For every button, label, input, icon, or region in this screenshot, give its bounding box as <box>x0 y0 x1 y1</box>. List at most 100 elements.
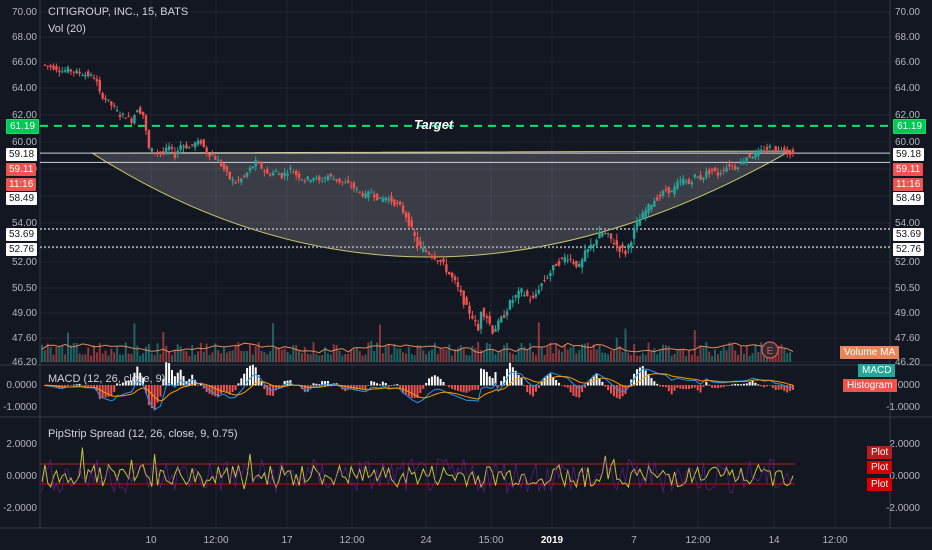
volume-bar <box>222 346 225 362</box>
candle <box>43 64 47 66</box>
volume-bar <box>52 354 55 362</box>
candle <box>173 151 177 158</box>
volume-bar <box>182 350 185 362</box>
volume-bar <box>560 351 563 362</box>
volume-ma-legend[interactable]: Volume MA <box>840 346 900 359</box>
macd-histogram-bar <box>581 385 584 393</box>
volume-bar <box>373 350 376 362</box>
macd-histogram-bar <box>575 385 578 397</box>
macd-histogram-bar <box>471 385 474 391</box>
volume-bar <box>789 352 792 362</box>
price-axis-label-left: 50.50 <box>12 283 37 294</box>
candle <box>98 80 101 92</box>
time-axis-label: 15:00 <box>478 535 503 546</box>
candle <box>543 279 546 281</box>
candle <box>676 181 679 189</box>
candle <box>471 315 474 319</box>
volume-bar <box>742 353 745 362</box>
volume-bar <box>575 353 578 362</box>
candle <box>216 159 220 161</box>
candle <box>245 172 249 177</box>
plot-legend-1[interactable]: Plot <box>867 446 893 459</box>
macd-histogram-bar <box>390 385 393 387</box>
volume-bar <box>685 355 688 362</box>
volume-bar <box>133 323 136 362</box>
macd-histogram-bar <box>751 380 754 386</box>
price-axis-label-right: 62.00 <box>895 110 920 121</box>
macd-legend[interactable]: MACD <box>858 364 896 377</box>
candle <box>352 182 356 189</box>
macd-histogram-bar <box>202 385 205 389</box>
earnings-marker <box>761 341 779 359</box>
macd-histogram-bar <box>81 385 84 386</box>
volume-bar <box>716 354 719 362</box>
candle <box>191 144 194 146</box>
macd-histogram-bar <box>451 385 454 389</box>
volume-bar <box>480 350 483 362</box>
macd-histogram-bar <box>468 385 471 392</box>
volume-bar <box>413 355 416 362</box>
pipstrip-axis-label-right: -2.0000 <box>886 503 920 514</box>
macd-histogram-bar <box>90 385 93 387</box>
macd-histogram-bar <box>303 385 306 393</box>
candle <box>329 173 333 177</box>
volume-bar <box>367 342 370 362</box>
volume-bar <box>188 355 191 362</box>
volume-bar <box>185 351 188 362</box>
volume-bar <box>636 355 639 362</box>
macd-histogram-bar <box>448 385 451 388</box>
macd-histogram-bar <box>711 385 714 388</box>
candle <box>413 232 416 237</box>
candle <box>563 257 567 263</box>
macd-histogram-bar <box>604 385 607 387</box>
candle <box>202 139 205 148</box>
plot-legend-2[interactable]: Plot <box>867 461 893 474</box>
volume-bar <box>624 328 627 362</box>
support-top-left-badge: 53.69 <box>6 228 38 241</box>
volume-bar <box>563 344 566 362</box>
candle <box>89 74 93 76</box>
volume-bar <box>690 354 693 362</box>
candle <box>196 140 200 145</box>
volume-bar <box>217 350 220 362</box>
candle <box>344 182 347 184</box>
volume-bar <box>87 347 90 362</box>
volume-bar <box>306 353 309 362</box>
volume-bar <box>586 342 589 362</box>
candle <box>404 212 408 218</box>
candle <box>739 161 743 165</box>
macd-histogram-bar <box>627 385 630 387</box>
macd-histogram-bar <box>173 376 176 386</box>
volume-bar <box>731 344 734 362</box>
candle <box>268 174 272 176</box>
price-axis-label-left: 70.00 <box>12 7 37 18</box>
macd-histogram-bar <box>433 375 436 386</box>
volume-bar <box>84 354 87 362</box>
plot-legend-3[interactable]: Plot <box>867 478 893 491</box>
volume-bar <box>653 348 656 362</box>
candle <box>167 146 171 151</box>
volume-bar <box>324 347 327 362</box>
macd-histogram-bar <box>659 385 662 387</box>
histogram-legend[interactable]: Histogram <box>843 379 897 392</box>
macd-histogram-bar <box>69 385 72 386</box>
candle <box>439 259 442 262</box>
volume-bar <box>364 354 367 362</box>
candle <box>323 177 327 179</box>
macd-histogram-bar <box>361 385 364 390</box>
macd-histogram-bar <box>222 385 225 391</box>
macd-histogram-bar <box>745 383 748 386</box>
volume-bar <box>329 354 332 362</box>
candle <box>526 290 529 296</box>
candle <box>554 263 558 266</box>
pipstrip-axis-label-left: 0.0000 <box>6 471 37 482</box>
volume-bar <box>393 343 396 362</box>
volume-bar <box>211 352 214 362</box>
candle <box>520 288 523 293</box>
macd-histogram-bar <box>399 385 402 388</box>
volume-bar <box>786 353 789 362</box>
macd-histogram-bar <box>228 385 231 395</box>
candle <box>427 252 431 255</box>
volume-bar <box>159 353 162 362</box>
